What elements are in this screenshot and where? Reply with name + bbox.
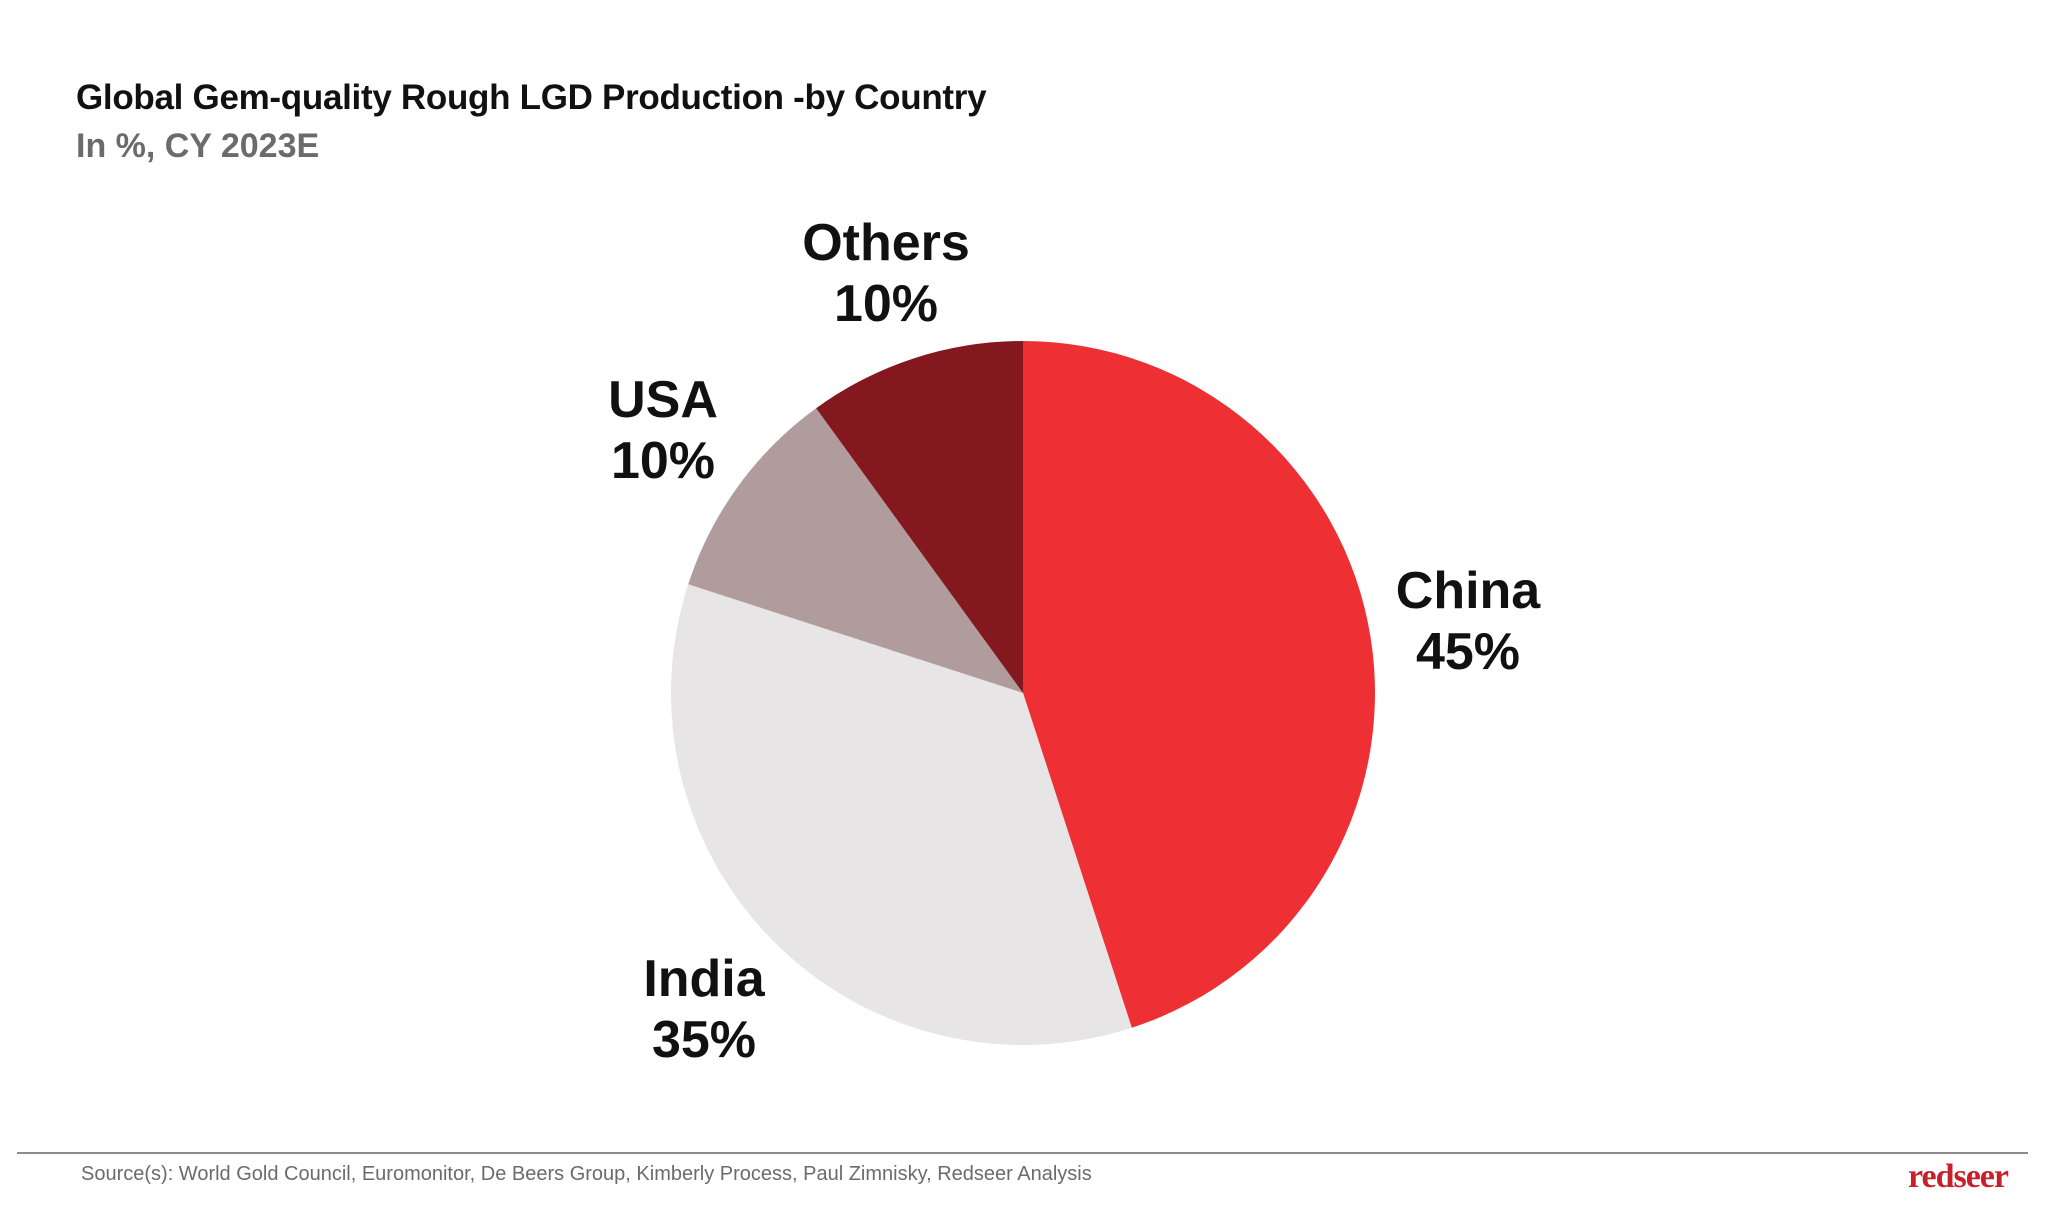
- slice-label-china: China: [1396, 562, 1542, 620]
- pie-slice-china: [1023, 341, 1375, 1028]
- slice-label-india: India: [643, 950, 765, 1008]
- slice-value-china: 45%: [1416, 623, 1520, 681]
- pie-slice-usa: [688, 408, 1023, 693]
- chart-title: Global Gem-quality Rough LGD Production …: [76, 78, 987, 117]
- slice-value-others: 10%: [834, 275, 938, 333]
- slice-value-india: 35%: [652, 1011, 756, 1069]
- pie-slice-india: [671, 584, 1132, 1045]
- slice-value-usa: 10%: [611, 432, 715, 490]
- slice-label-usa: USA: [608, 371, 718, 429]
- source-note: Source(s): World Gold Council, Euromonit…: [81, 1163, 1092, 1185]
- chart-subtitle: In %, CY 2023E: [76, 127, 320, 165]
- redseer-logo: redseer: [1908, 1158, 2009, 1195]
- footer-divider: [17, 1152, 2028, 1154]
- slice-label-others: Others: [802, 214, 970, 272]
- pie-slice-others: [816, 341, 1023, 693]
